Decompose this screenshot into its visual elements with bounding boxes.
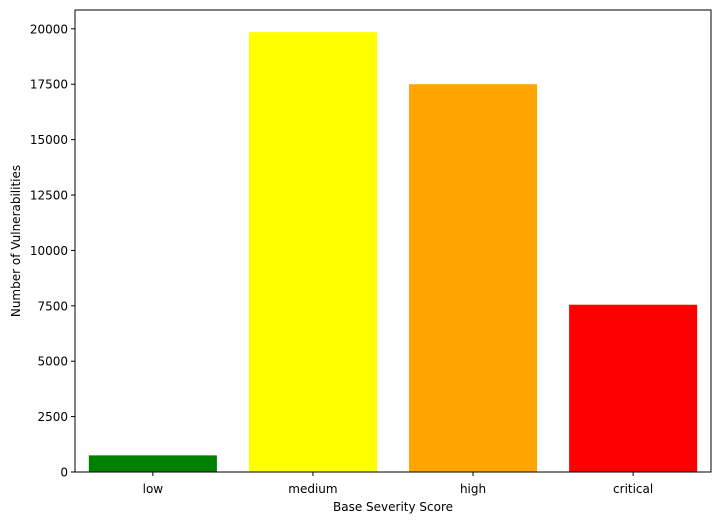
bar-high	[409, 84, 538, 472]
y-tick-label: 7500	[37, 299, 68, 313]
x-tick-label: high	[460, 482, 486, 496]
y-tick-label: 17500	[30, 78, 68, 92]
bar-medium	[248, 32, 377, 472]
x-tick-label: low	[143, 482, 164, 496]
bar-low	[88, 455, 217, 472]
y-axis-label: Number of Vulnerabilities	[9, 165, 23, 317]
y-tick-label: 12500	[30, 189, 68, 203]
y-tick-label: 10000	[30, 244, 68, 258]
bar-critical	[569, 304, 698, 472]
y-tick-label: 5000	[37, 355, 68, 369]
x-tick-label: critical	[613, 482, 653, 496]
y-tick-label: 15000	[30, 133, 68, 147]
plot-frame	[74, 9, 712, 473]
plot-area: low medium high critical 0 2500 5000 7500 10000 1…	[30, 9, 712, 496]
x-tick-label: medium	[288, 482, 337, 496]
y-tick-label: 20000	[30, 22, 68, 36]
y-tick-label: 2500	[37, 410, 68, 424]
y-tick-label: 0	[60, 466, 68, 480]
x-axis-label: Base Severity Score	[333, 500, 453, 514]
